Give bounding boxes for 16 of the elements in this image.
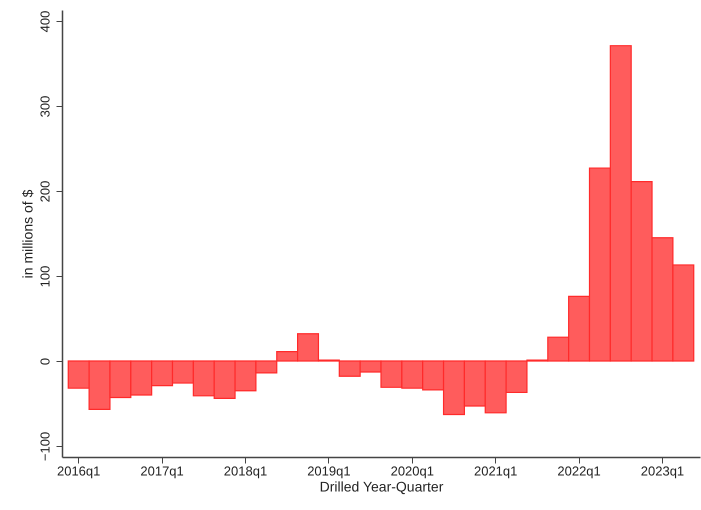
y-tick-label: −100	[38, 432, 52, 462]
x-tick-label: 2017q1	[140, 464, 184, 478]
x-axis-title: Drilled Year-Quarter	[320, 478, 444, 494]
y-tick-label: 300	[38, 96, 52, 118]
y-axis-title: in millions of $	[20, 189, 36, 278]
x-tick-label: 2022q1	[557, 464, 601, 478]
x-tick-label: 2018q1	[224, 464, 268, 478]
x-tick-label: 2020q1	[390, 464, 434, 478]
x-tick-label: 2019q1	[307, 464, 351, 478]
x-tick-label: 2016q1	[56, 464, 100, 478]
x-tick-label: 2021q1	[474, 464, 518, 478]
y-tick-label: 100	[38, 266, 52, 288]
x-tick-label: 2023q1	[640, 464, 684, 478]
y-tick-label: 0	[38, 358, 52, 366]
y-tick-label: 400	[38, 10, 52, 32]
y-tick-label: 200	[38, 180, 52, 202]
